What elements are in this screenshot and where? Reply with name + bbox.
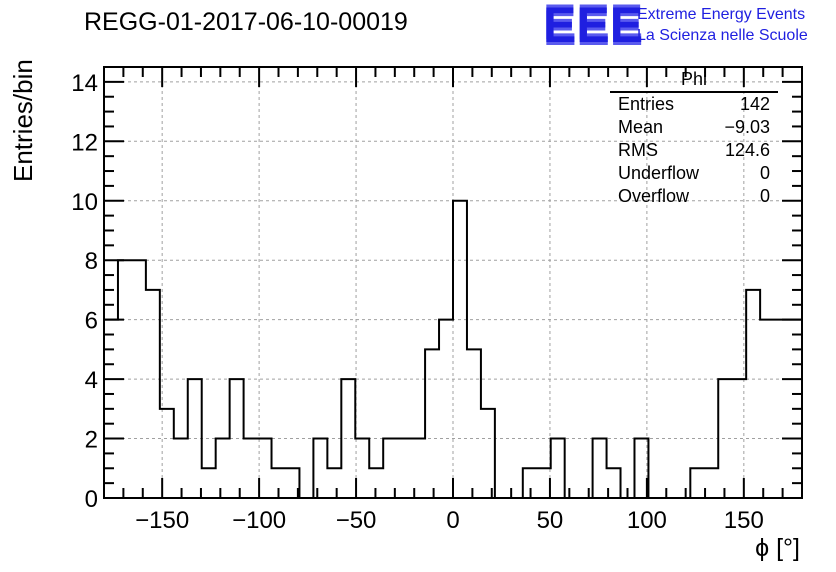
stats-label: Underflow — [618, 163, 700, 183]
stats-label: Overflow — [618, 186, 690, 206]
x-tick-label: 100 — [627, 507, 667, 534]
tick-labels-layer: 0 2 4 6 8 10 12 14 −150 −100 −50 0 50 100 150 — [71, 70, 764, 534]
stats-row-mean: Mean −9.03 — [610, 116, 778, 139]
x-tick-label: 150 — [724, 507, 764, 534]
stats-row-overflow: Overflow 0 — [610, 185, 778, 208]
x-tick-label: 0 — [446, 507, 459, 534]
stats-box: Phi Entries 142 Mean −9.03 RMS 124.6 Und… — [610, 68, 778, 208]
y-tick-label: 8 — [85, 248, 98, 275]
y-tick-label: 6 — [85, 308, 98, 335]
stats-row-rms: RMS 124.6 — [610, 139, 778, 162]
stats-value: 142 — [739, 94, 770, 114]
y-tick-label: 4 — [85, 367, 98, 394]
x-tick-label: −100 — [232, 507, 286, 534]
eee-logo: EEE — [543, 0, 644, 53]
x-tick-label: −150 — [135, 507, 189, 534]
stats-title: Phi — [610, 68, 778, 93]
logo-caption-line2: La Scienza nelle Scuole — [637, 27, 808, 44]
stats-row-entries: Entries 142 — [610, 93, 778, 116]
stats-label: RMS — [618, 140, 658, 160]
stats-label: Entries — [618, 94, 675, 114]
y-tick-label: 14 — [71, 70, 98, 97]
stats-label: Mean — [618, 117, 664, 137]
x-tick-label: −50 — [336, 507, 377, 534]
x-axis-label: ϕ [°] — [755, 534, 800, 562]
y-axis-label: Entries/bin — [8, 59, 38, 182]
stats-row-underflow: Underflow 0 — [610, 162, 778, 185]
y-tick-label: 2 — [85, 427, 98, 454]
x-tick-label: 50 — [537, 507, 564, 534]
stats-value: 0 — [759, 186, 770, 206]
logo-caption: Extreme Energy Events La Scienza nelle S… — [637, 4, 808, 46]
stats-value: 124.6 — [724, 140, 770, 160]
logo-caption-line1: Extreme Energy Events — [637, 6, 806, 23]
y-tick-label: 0 — [85, 486, 98, 513]
y-tick-label: 10 — [71, 189, 98, 216]
chart-title: REGG-01-2017-06-10-00019 — [84, 8, 408, 36]
stats-value: −9.03 — [724, 117, 770, 137]
plot-frame — [103, 66, 803, 499]
stats-value: 0 — [759, 163, 770, 183]
y-tick-label: 12 — [71, 129, 98, 156]
